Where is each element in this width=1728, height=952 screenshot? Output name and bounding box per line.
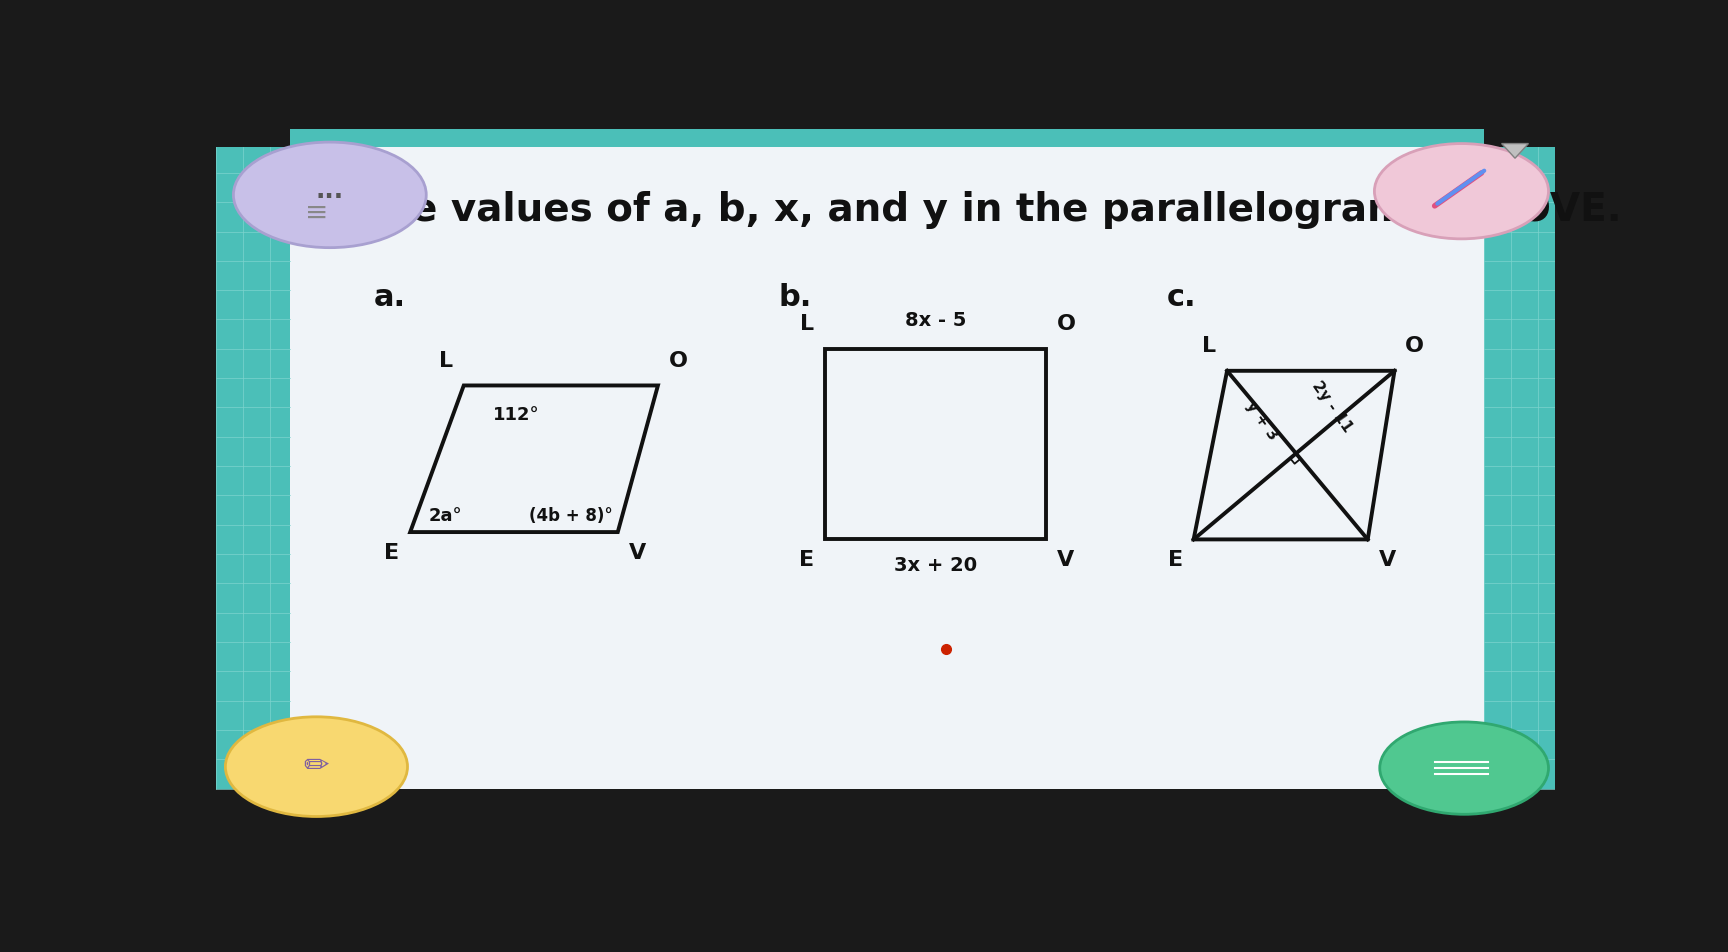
Bar bbox=[216, 788, 1555, 847]
Text: O: O bbox=[669, 350, 688, 370]
Bar bbox=[290, 129, 1484, 148]
Text: y + 3: y + 3 bbox=[1242, 398, 1280, 443]
Text: E: E bbox=[1168, 550, 1184, 570]
Text: ...: ... bbox=[316, 179, 344, 203]
Text: ✏: ✏ bbox=[304, 752, 330, 782]
Text: ≡: ≡ bbox=[304, 199, 328, 228]
Circle shape bbox=[233, 142, 427, 248]
Text: E: E bbox=[800, 550, 814, 570]
Text: b.: b. bbox=[778, 283, 812, 312]
Text: c.: c. bbox=[1166, 283, 1196, 312]
Text: 2y - 11: 2y - 11 bbox=[1310, 379, 1355, 435]
Circle shape bbox=[1379, 722, 1548, 814]
Text: a.: a. bbox=[373, 283, 406, 312]
Text: O: O bbox=[1058, 314, 1077, 334]
Bar bbox=[1484, 148, 1555, 788]
Text: 8x - 5: 8x - 5 bbox=[905, 311, 966, 330]
Text: L: L bbox=[439, 350, 453, 370]
Text: L: L bbox=[800, 314, 814, 334]
Text: Find the values of a, b, x, and y in the parallelograms □ LOVE.: Find the values of a, b, x, and y in the… bbox=[256, 190, 1623, 228]
Text: 112°: 112° bbox=[492, 406, 539, 424]
Circle shape bbox=[1374, 144, 1548, 239]
FancyBboxPatch shape bbox=[290, 148, 1484, 788]
Bar bbox=[216, 148, 290, 788]
Circle shape bbox=[225, 717, 408, 817]
Text: L: L bbox=[1203, 336, 1217, 356]
Text: 3x + 20: 3x + 20 bbox=[895, 556, 978, 574]
Text: E: E bbox=[384, 543, 399, 563]
Text: (4b + 8)°: (4b + 8)° bbox=[529, 506, 612, 525]
Text: V: V bbox=[1379, 550, 1396, 570]
Text: V: V bbox=[629, 543, 646, 563]
Text: 2a°: 2a° bbox=[429, 506, 463, 525]
Text: V: V bbox=[1058, 550, 1075, 570]
Text: O: O bbox=[1405, 336, 1424, 356]
Polygon shape bbox=[1502, 144, 1528, 158]
